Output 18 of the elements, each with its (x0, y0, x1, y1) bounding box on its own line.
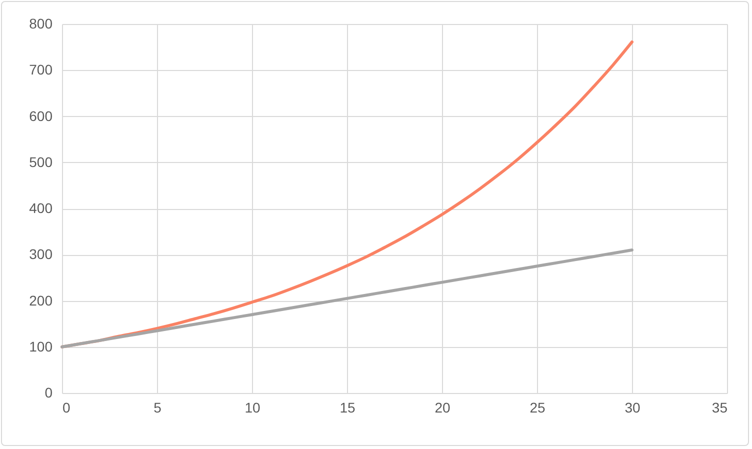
y-tick-label: 500 (29, 154, 53, 170)
x-tick-label: 25 (530, 400, 546, 416)
x-tick-label: 35 (712, 400, 728, 416)
y-tick-label: 200 (29, 292, 53, 308)
x-tick-label: 5 (154, 400, 162, 416)
line-series (60, 248, 634, 348)
y-tick-label: 100 (29, 338, 53, 354)
y-tick-label: 600 (29, 108, 53, 124)
x-tick-label: 20 (434, 400, 450, 416)
x-tick-label: 15 (340, 400, 356, 416)
y-tick-label: 700 (29, 62, 53, 78)
y-tick-label: 0 (44, 384, 53, 400)
y-tick-label: 400 (29, 200, 53, 216)
y-tick-label: 300 (29, 246, 53, 262)
x-tick-label: 30 (624, 400, 640, 416)
x-tick-label: 0 (62, 400, 70, 416)
x-tick-label: 10 (244, 400, 260, 416)
y-tick-label: 800 (29, 16, 53, 32)
